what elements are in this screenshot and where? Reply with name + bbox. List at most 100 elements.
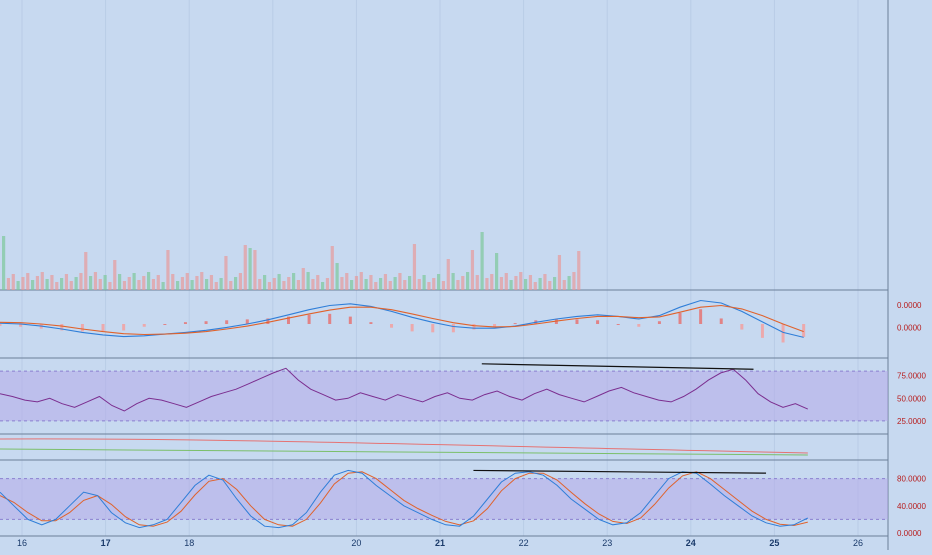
macd-histogram-bar <box>163 324 167 325</box>
rsi-divergence-line <box>481 363 754 370</box>
macd-histogram-bar <box>348 316 352 324</box>
volume-bar <box>84 252 88 290</box>
volume-bar <box>437 274 441 290</box>
volume-bar <box>132 273 136 290</box>
volume-bar <box>562 280 566 290</box>
macd-histogram-bar <box>307 314 311 324</box>
volume-bar <box>321 282 325 290</box>
macd-histogram-bar <box>225 320 229 324</box>
macd-histogram-bar <box>760 324 764 338</box>
volume-bar <box>514 276 518 290</box>
volume-bar <box>485 278 489 290</box>
macd-pane[interactable] <box>0 299 806 343</box>
volume-bar <box>572 272 576 290</box>
volume-bar <box>55 282 59 290</box>
macd-histogram-bar <box>245 319 249 324</box>
volume-bar <box>11 274 15 290</box>
stoch-pane[interactable] <box>0 469 888 529</box>
volume-bar <box>509 280 513 290</box>
volume-bar <box>325 278 330 290</box>
macd-histogram-bar <box>431 324 435 333</box>
macd-histogram-bar <box>101 324 105 332</box>
macd-histogram-bar <box>575 319 579 324</box>
volume-bar <box>422 275 426 290</box>
macd-histogram-bar <box>678 312 682 324</box>
macd-histogram-bar <box>554 319 558 324</box>
time-tick-label: 18 <box>184 538 194 548</box>
grid-lines <box>21 0 859 536</box>
volume-bar <box>383 274 388 290</box>
volume-bar <box>2 236 6 290</box>
macd-histogram-bar <box>204 321 208 324</box>
volume-bar <box>74 277 78 290</box>
volume-bar <box>190 280 194 290</box>
volume-bar <box>200 272 204 290</box>
volume-bar <box>156 275 160 290</box>
volume-bar <box>180 277 185 290</box>
volume-bar <box>35 276 40 290</box>
macd-histogram-bar <box>493 324 497 327</box>
macd-histogram-bar <box>637 324 641 327</box>
volume-bar <box>118 274 122 290</box>
macd-histogram-bar <box>183 322 187 324</box>
stoch-band <box>0 478 888 520</box>
volume-bar <box>224 256 228 290</box>
volume-bar <box>214 282 218 290</box>
volume-bar <box>475 275 479 290</box>
volume-bar <box>69 281 73 290</box>
macd-histogram-bar <box>657 321 661 324</box>
volume-bar <box>548 281 552 290</box>
volume-bar <box>557 255 562 290</box>
macd-histogram-bar <box>369 322 373 324</box>
volume-bar <box>93 272 98 290</box>
rsi-pane[interactable] <box>0 363 888 422</box>
volume-bar <box>354 276 359 290</box>
volume-bar <box>151 279 156 290</box>
volume-bar <box>292 273 296 290</box>
indicator-line-red <box>0 438 808 454</box>
volume-bar <box>330 246 334 290</box>
macd-histogram-bar <box>19 324 23 327</box>
volume-bar <box>6 278 11 290</box>
macd-histogram-bar <box>719 318 723 324</box>
volume-bar <box>31 280 35 290</box>
macd-histogram-bar <box>740 324 744 330</box>
volume-bar <box>456 280 460 290</box>
volume-bar <box>161 282 165 290</box>
volume-bar <box>466 272 470 290</box>
volume-bar <box>50 275 54 290</box>
macd-histogram-bar <box>596 320 600 324</box>
volume-bar <box>408 276 412 290</box>
macd-histogram-bar <box>410 324 414 332</box>
macd-histogram-bar <box>286 316 290 324</box>
time-tick-label: 25 <box>769 538 779 548</box>
volume-bar <box>209 275 214 290</box>
macd-histogram-bar <box>472 324 476 330</box>
macd-histogram-bar <box>699 309 703 324</box>
volume-bar <box>567 276 571 290</box>
volume-bar <box>238 273 243 290</box>
volume-bar <box>176 281 180 290</box>
macd-histogram-bar <box>781 324 785 343</box>
volume-bar <box>234 277 238 290</box>
volume-bar <box>243 245 247 290</box>
volume-bar <box>306 272 310 290</box>
main-pane[interactable]: 0(0.00011003)0.236(0.00010317)0.382(0.00… <box>0 0 932 290</box>
volume-bar <box>499 277 504 290</box>
price-axis: 0.000110000.000105000.000100000.00009500… <box>897 301 926 538</box>
volume-bar <box>296 280 301 290</box>
volume-bar <box>229 281 233 290</box>
macd-histogram-bar <box>802 324 806 337</box>
time-tick-label: 23 <box>602 538 612 548</box>
volume-bar <box>21 277 25 290</box>
time-axis: 16171820212223242526272829 <box>17 538 863 548</box>
volume-bar <box>427 282 431 290</box>
rsi-line <box>0 367 808 412</box>
stoch-tick-label: 40.0000 <box>897 502 926 511</box>
time-tick-label: 26 <box>853 538 863 548</box>
volume-bar <box>398 273 402 290</box>
volume-bar <box>369 275 373 290</box>
macd-histogram-bar <box>451 324 455 333</box>
